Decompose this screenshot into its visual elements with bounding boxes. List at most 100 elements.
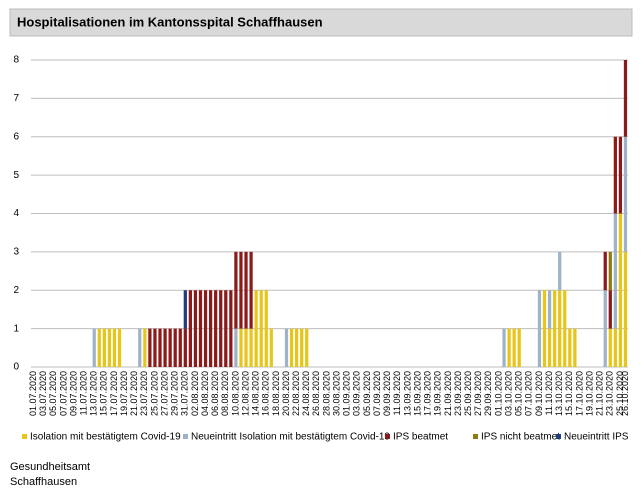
legend-swatch	[22, 434, 27, 439]
bar-segment	[618, 136, 623, 214]
x-tick-label: 03.10.2020	[503, 371, 513, 416]
bar-segment	[264, 290, 268, 367]
x-tick-label: 11.10.2020	[544, 371, 554, 415]
bar-segment	[558, 251, 562, 291]
bar-segment	[214, 290, 218, 367]
x-tick-label: 19.10.2020	[584, 371, 594, 416]
x-tick-label: 04.08.2020	[200, 371, 210, 416]
x-tick-label: 17.09.2020	[423, 371, 433, 416]
bar-segment	[188, 290, 192, 367]
bar-segment	[208, 290, 213, 367]
bar-segment	[178, 328, 182, 367]
y-tick-label: 8	[13, 55, 19, 66]
x-tick-label: 31.07.2020	[180, 371, 190, 416]
x-tick-label: 09.07.2020	[68, 371, 78, 416]
x-tick-label: 07.09.2020	[372, 371, 382, 416]
bar-segment	[608, 251, 612, 291]
bar-segment	[224, 290, 228, 367]
x-tick-label: 30.08.2020	[331, 371, 341, 416]
bar-segment	[97, 328, 101, 367]
bar-segment	[244, 328, 248, 367]
x-tick-label: 27.07.2020	[159, 371, 169, 416]
bar-segment	[573, 328, 577, 367]
x-tick-label: 14.08.2020	[251, 371, 261, 416]
bar-segment	[92, 328, 96, 367]
bar-segment	[623, 136, 628, 252]
bar-segment	[294, 328, 299, 367]
y-tick-label: 5	[13, 170, 19, 181]
bar-segment	[623, 60, 628, 137]
bar-segment	[507, 328, 511, 367]
x-tick-label: 29.07.2020	[170, 371, 180, 416]
x-tick-label: 12.08.2020	[240, 371, 250, 416]
x-tick-label: 28.08.2020	[321, 371, 331, 416]
title-box	[9, 8, 633, 37]
x-tick-label: 15.10.2020	[564, 371, 574, 416]
x-tick-label: 25.10.2020	[615, 371, 625, 416]
bar-segment	[102, 328, 106, 367]
bar-segment	[244, 251, 248, 329]
bar-segment	[608, 290, 612, 329]
bar-segment	[502, 328, 506, 367]
bar-segment	[558, 290, 562, 367]
x-tick-label: 23.09.2020	[453, 371, 463, 416]
bar-segment	[143, 328, 147, 367]
bar-segment	[163, 328, 167, 367]
bar-segment	[173, 328, 177, 367]
x-tick-label: 20.08.2020	[281, 371, 291, 416]
x-tick-label: 23.07.2020	[139, 371, 149, 416]
x-tick-label: 19.09.2020	[433, 371, 443, 416]
bar-segment	[568, 328, 572, 367]
legend-label: IPS nicht beatmet	[481, 432, 560, 443]
bar-segment	[193, 290, 198, 367]
x-tick-label: 02.08.2020	[190, 371, 200, 416]
bar-segment	[239, 328, 243, 367]
bar-segment	[153, 328, 157, 367]
x-tick-label: 13.07.2020	[89, 371, 99, 416]
x-tick-label: 03.09.2020	[352, 371, 362, 416]
bar-segment	[107, 328, 112, 367]
x-tick-label: 01.10.2020	[493, 371, 503, 416]
bar-segment	[148, 328, 152, 367]
legend-swatch	[556, 434, 561, 439]
y-tick-label: 2	[13, 285, 19, 296]
bar-segment	[603, 251, 607, 291]
bar-segment	[168, 328, 172, 367]
x-tick-label: 05.09.2020	[362, 371, 372, 416]
x-tick-label: 13.10.2020	[554, 371, 564, 416]
bar-segment	[517, 328, 521, 367]
x-tick-label: 29.09.2020	[483, 371, 493, 416]
bar-segment	[219, 290, 223, 367]
x-tick-label: 01.07.2020	[28, 371, 38, 416]
bar-segment	[300, 328, 304, 367]
x-tick-label: 01.09.2020	[342, 371, 352, 416]
x-tick-label: 22.08.2020	[291, 371, 301, 416]
bar-segment	[254, 290, 258, 367]
bar-segment	[229, 290, 233, 367]
bar-segment	[613, 213, 617, 329]
x-tick-label: 07.10.2020	[524, 371, 534, 416]
x-tick-label: 18.08.2020	[271, 371, 281, 416]
bar-segment	[112, 328, 117, 367]
legend-label: IPS beatmet	[393, 432, 448, 443]
bar-segment	[158, 328, 162, 367]
x-tick-label: 09.10.2020	[534, 371, 544, 416]
bar-segment	[234, 251, 238, 329]
x-tick-label: 08.08.2020	[220, 371, 230, 416]
bar-segment	[547, 290, 552, 329]
bar-segment	[284, 328, 289, 367]
x-tick-label: 25.09.2020	[463, 371, 473, 416]
footer-line: Gesundheitsamt	[10, 461, 90, 473]
x-tick-label: 11.09.2020	[392, 371, 402, 415]
bar-segment	[117, 328, 122, 367]
bar-segment	[239, 251, 243, 329]
bar-segment	[618, 213, 623, 367]
y-tick-label: 4	[13, 208, 19, 219]
bar-segment	[623, 251, 628, 367]
x-tick-label: 17.07.2020	[109, 371, 119, 416]
x-tick-label: 17.10.2020	[574, 371, 584, 416]
legend-swatch	[385, 434, 390, 439]
y-tick-label: 7	[13, 93, 19, 104]
bar-segment	[198, 290, 203, 367]
legend-swatch	[183, 434, 188, 439]
